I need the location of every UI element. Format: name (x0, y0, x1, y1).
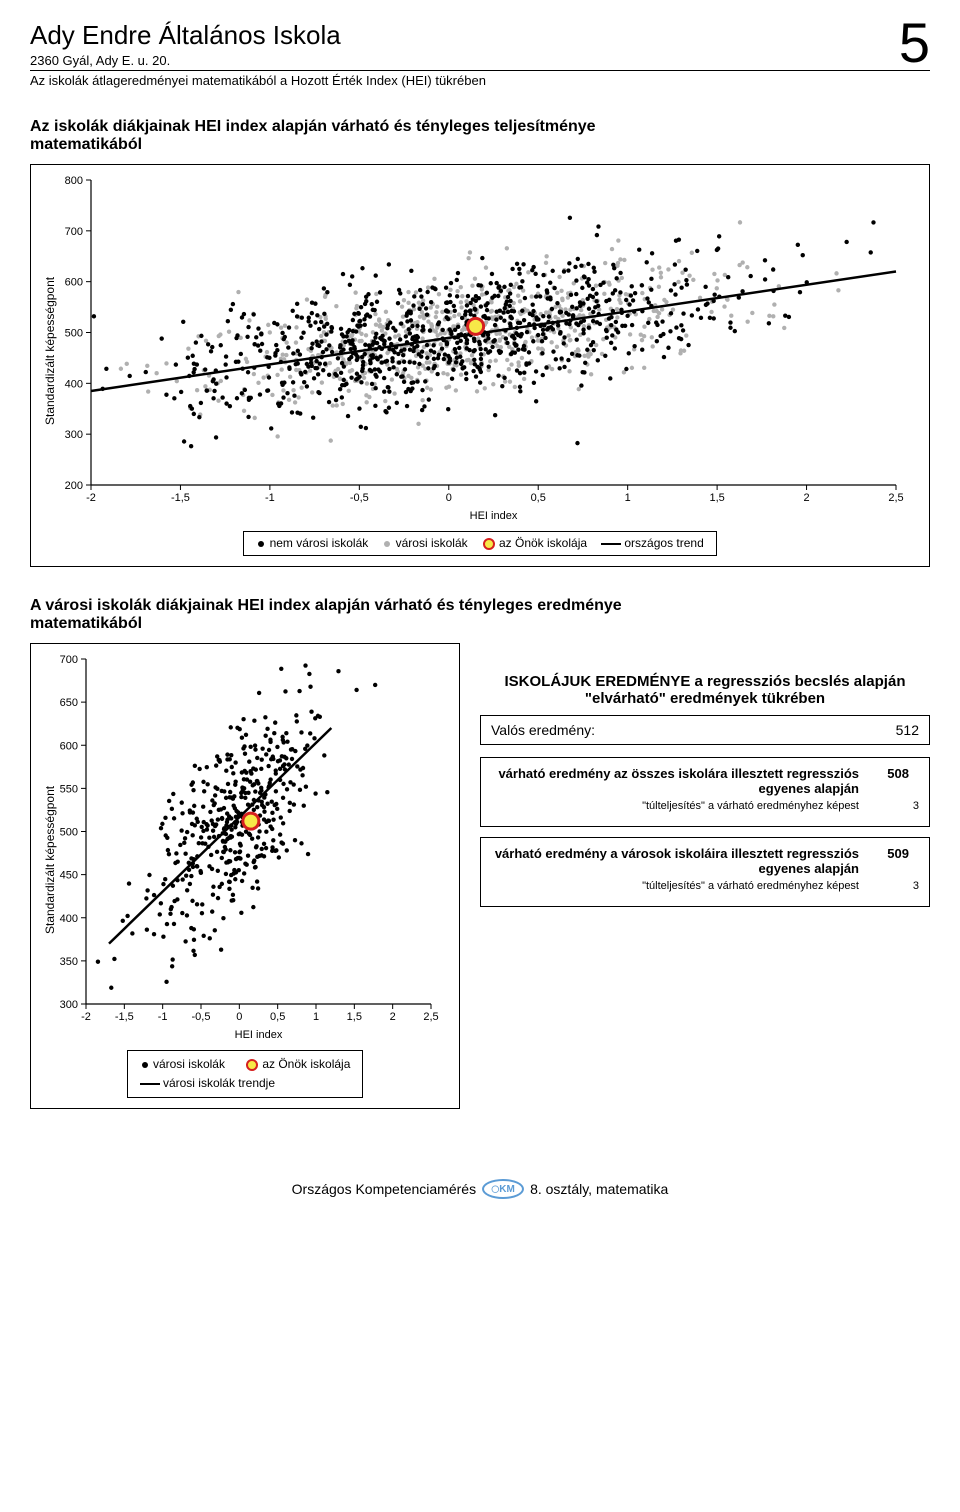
results-title: ISKOLÁJUK EREDMÉNYE a regressziós becslé… (480, 673, 930, 707)
block2-value: 509 (879, 846, 919, 876)
footer-left: Országos Kompetenciamérés (292, 1181, 476, 1197)
legend-item-yours: az Önök iskolája (482, 536, 587, 551)
svg-text:650: 650 (60, 697, 78, 709)
legend-item-urban: városi iskolák (382, 536, 467, 550)
chart1-box: Standardizált képességpont 200 300 400 500 6… (30, 164, 930, 567)
header-subtitle: Az iskolák átlageredményei matematikából… (30, 73, 930, 88)
school-name: Ady Endre Általános Iskola (30, 20, 930, 51)
svg-text:600: 600 (65, 277, 83, 289)
svg-text:0: 0 (236, 1011, 242, 1023)
svg-text:1,5: 1,5 (347, 1011, 362, 1023)
svg-text:1,5: 1,5 (709, 492, 724, 504)
result-block-2: várható eredmény a városok iskoláira ill… (480, 837, 930, 907)
svg-text:800: 800 (65, 175, 83, 187)
legend2-item-trend: városi iskolák trendje (140, 1076, 275, 1090)
svg-text:-0,5: -0,5 (192, 1011, 211, 1023)
chart1-ylabel: Standardizált képességpont (43, 277, 57, 425)
block1-value: 508 (879, 766, 919, 796)
svg-text:2: 2 (390, 1011, 396, 1023)
svg-text:0,5: 0,5 (531, 492, 546, 504)
chart1-legend: nem városi iskolák városi iskolák az Önö… (243, 531, 717, 556)
page-footer: Országos Kompetenciamérés ◯KM 8. osztály… (30, 1179, 930, 1199)
svg-text:500: 500 (60, 826, 78, 838)
block1-sub-label: "túlteljesítés" a várható eredményhez ké… (491, 800, 859, 812)
svg-text:300: 300 (60, 999, 78, 1011)
chart2-legend-wrap: városi iskolák az Önök iskolája városi i… (31, 1044, 459, 1108)
svg-text:2,5: 2,5 (888, 492, 903, 504)
svg-text:2: 2 (803, 492, 809, 504)
footer-right: 8. osztály, matematika (530, 1181, 668, 1197)
svg-text:400: 400 (60, 913, 78, 925)
svg-text:-1: -1 (158, 1011, 168, 1023)
block2-sub-value: 3 (879, 880, 919, 892)
svg-text:-1,5: -1,5 (171, 492, 190, 504)
block1-label: várható eredmény az összes iskolára ille… (491, 766, 859, 796)
svg-text:550: 550 (60, 783, 78, 795)
result-block-1: várható eredmény az összes iskolára ille… (480, 757, 930, 827)
page-header: 5 Ady Endre Általános Iskola 2360 Gyál, … (30, 20, 930, 88)
svg-text:600: 600 (60, 740, 78, 752)
actual-result-box: Valós eredmény: 512 (480, 715, 930, 745)
section1-title: Az iskolák diákjainak HEI index alapján … (30, 118, 630, 154)
chart1-legend-wrap: nem városi iskolák városi iskolák az Önö… (31, 525, 929, 566)
chart2-box: Standardizált képességpont 300 350 400 450 5… (30, 643, 460, 1109)
svg-text:1: 1 (313, 1011, 319, 1023)
svg-text:300: 300 (65, 429, 83, 441)
legend-item-trend: országos trend (601, 536, 704, 550)
svg-text:-0,5: -0,5 (350, 492, 369, 504)
svg-text:HEI index: HEI index (235, 1029, 283, 1041)
svg-text:-2: -2 (86, 492, 96, 504)
legend2-item-yours: az Önök iskolája (245, 1057, 350, 1071)
school-address: 2360 Gyál, Ady E. u. 20. (30, 53, 930, 71)
chart1-svg: 200 300 400 500 600 700 800 -2 -1,5 -1 -0,5 0 0,5 1 1,… (31, 165, 911, 525)
svg-text:-2: -2 (81, 1011, 91, 1023)
legend2-item-urban: városi iskolák (140, 1057, 229, 1071)
block2-label: várható eredmény a városok iskoláira ill… (491, 846, 859, 876)
block1-sub-value: 3 (879, 800, 919, 812)
svg-text:700: 700 (65, 226, 83, 238)
svg-text:0: 0 (446, 492, 452, 504)
svg-text:2,5: 2,5 (423, 1011, 438, 1023)
actual-result-label: Valós eredmény: (491, 722, 595, 738)
chart2-svg: 300 350 400 450 500 550 600 650 700 -2 -1,5 -1 -0,5 0… (31, 644, 441, 1044)
svg-text:400: 400 (65, 378, 83, 390)
svg-text:500: 500 (65, 328, 83, 340)
svg-text:-1: -1 (265, 492, 275, 504)
svg-text:350: 350 (60, 956, 78, 968)
chart2-legend: városi iskolák az Önök iskolája városi i… (127, 1050, 364, 1098)
section2-row: Standardizált képességpont 300 350 400 450 5… (30, 643, 930, 1119)
svg-text:450: 450 (60, 869, 78, 881)
legend-item-nonurban: nem városi iskolák (256, 536, 368, 550)
svg-text:HEI index: HEI index (470, 510, 518, 522)
svg-text:-1,5: -1,5 (115, 1011, 134, 1023)
svg-text:200: 200 (65, 480, 83, 492)
page-number: 5 (899, 10, 930, 75)
svg-text:700: 700 (60, 654, 78, 666)
chart2-ylabel: Standardizált képességpont (43, 786, 57, 934)
results-panel: ISKOLÁJUK EREDMÉNYE a regressziós becslé… (480, 643, 930, 917)
section2-title: A városi iskolák diákjainak HEI index al… (30, 597, 630, 633)
svg-text:0,5: 0,5 (270, 1011, 285, 1023)
svg-text:1: 1 (625, 492, 631, 504)
footer-logo-icon: ◯KM (482, 1179, 524, 1199)
actual-result-value: 512 (896, 722, 919, 738)
block2-sub-label: "túlteljesítés" a várható eredményhez ké… (491, 880, 859, 892)
